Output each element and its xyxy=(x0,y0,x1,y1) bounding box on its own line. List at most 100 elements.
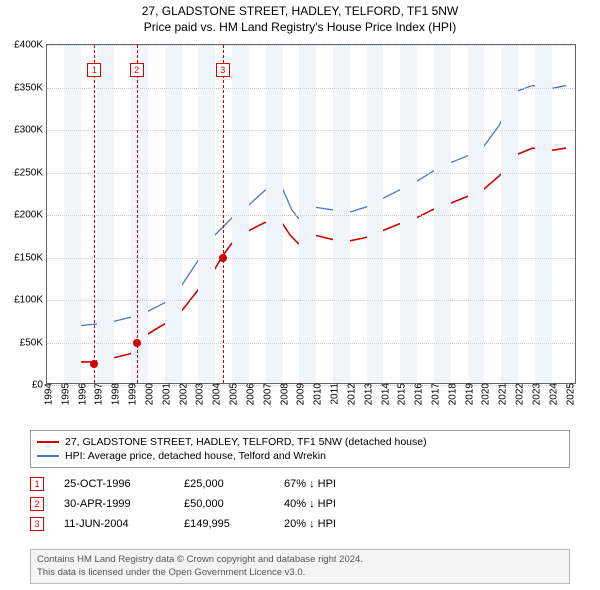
legend: 27, GLADSTONE STREET, HADLEY, TELFORD, T… xyxy=(30,430,570,468)
legend-row: HPI: Average price, detached house, Telf… xyxy=(37,449,563,463)
gridline xyxy=(47,215,575,216)
event-dot xyxy=(133,339,141,347)
x-axis-label: 2016 xyxy=(410,383,425,405)
x-axis-label: 2000 xyxy=(140,383,155,405)
x-axis-label: 2023 xyxy=(527,383,542,405)
event-delta: 40% ↓ HPI xyxy=(284,498,384,510)
event-vline xyxy=(137,45,138,383)
event-row-marker: 1 xyxy=(30,477,44,491)
event-marker-box: 2 xyxy=(130,63,144,77)
gridline xyxy=(47,88,575,89)
chart-title-block: 27, GLADSTONE STREET, HADLEY, TELFORD, T… xyxy=(0,0,600,35)
title-line-2: Price paid vs. HM Land Registry's House … xyxy=(0,20,600,36)
x-axis-label: 2024 xyxy=(544,383,559,405)
x-axis-label: 2019 xyxy=(460,383,475,405)
event-vline xyxy=(94,45,95,383)
x-axis-label: 1995 xyxy=(56,383,71,405)
y-axis-label: £300K xyxy=(14,125,47,136)
chart-band xyxy=(468,45,485,383)
x-axis-label: 2020 xyxy=(477,383,492,405)
x-axis-label: 2007 xyxy=(258,383,273,405)
chart-band xyxy=(97,45,114,383)
gridline xyxy=(47,45,575,46)
event-date: 11-JUN-2004 xyxy=(64,518,164,530)
title-line-1: 27, GLADSTONE STREET, HADLEY, TELFORD, T… xyxy=(0,4,600,20)
y-axis-label: £150K xyxy=(14,252,47,263)
x-axis-label: 2009 xyxy=(292,383,307,405)
x-axis-label: 2008 xyxy=(275,383,290,405)
x-axis-label: 1994 xyxy=(40,383,55,405)
x-axis-label: 1997 xyxy=(90,383,105,405)
event-price: £50,000 xyxy=(184,498,264,510)
event-date: 30-APR-1999 xyxy=(64,498,164,510)
y-axis-label: £400K xyxy=(14,40,47,51)
event-dot xyxy=(219,254,227,262)
event-row: 1 25-OCT-1996 £25,000 67% ↓ HPI xyxy=(30,474,570,494)
chart-band xyxy=(232,45,249,383)
chart-band xyxy=(367,45,384,383)
event-table: 1 25-OCT-1996 £25,000 67% ↓ HPI 2 30-APR-1999… xyxy=(30,474,570,534)
gridline xyxy=(47,258,575,259)
chart-band xyxy=(434,45,451,383)
legend-swatch xyxy=(37,441,59,443)
y-axis-label: £50K xyxy=(20,337,47,348)
y-axis-label: £250K xyxy=(14,167,47,178)
event-delta: 20% ↓ HPI xyxy=(284,518,384,530)
footer-line-1: Contains HM Land Registry data © Crown c… xyxy=(37,554,563,566)
footer-line-2: This data is licensed under the Open Gov… xyxy=(37,567,563,579)
event-row-marker: 2 xyxy=(30,497,44,511)
y-axis-label: £100K xyxy=(14,295,47,306)
legend-row: 27, GLADSTONE STREET, HADLEY, TELFORD, T… xyxy=(37,435,563,449)
footer-attribution: Contains HM Land Registry data © Crown c… xyxy=(30,549,570,584)
x-axis-label: 2014 xyxy=(376,383,391,405)
event-row-marker: 3 xyxy=(30,517,44,531)
chart-band xyxy=(198,45,215,383)
x-axis-label: 2018 xyxy=(443,383,458,405)
x-axis-label: 1996 xyxy=(73,383,88,405)
gridline xyxy=(47,130,575,131)
legend-swatch xyxy=(37,455,59,457)
event-date: 25-OCT-1996 xyxy=(64,478,164,490)
legend-label: HPI: Average price, detached house, Telf… xyxy=(65,450,326,462)
event-row: 2 30-APR-1999 £50,000 40% ↓ HPI xyxy=(30,494,570,514)
x-axis-label: 2005 xyxy=(225,383,240,405)
chart-band xyxy=(266,45,283,383)
gridline xyxy=(47,343,575,344)
x-axis-label: 1999 xyxy=(124,383,139,405)
event-price: £149,995 xyxy=(184,518,264,530)
event-marker-box: 3 xyxy=(216,63,230,77)
chart-band xyxy=(64,45,81,383)
x-axis-label: 2001 xyxy=(157,383,172,405)
x-axis-label: 2022 xyxy=(511,383,526,405)
x-axis-label: 2010 xyxy=(309,383,324,405)
event-dot xyxy=(90,360,98,368)
gridline xyxy=(47,173,575,174)
x-axis-label: 2011 xyxy=(326,383,341,405)
x-axis-label: 2015 xyxy=(393,383,408,405)
x-axis-label: 1998 xyxy=(107,383,122,405)
chart-band xyxy=(400,45,417,383)
event-price: £25,000 xyxy=(184,478,264,490)
event-row: 3 11-JUN-2004 £149,995 20% ↓ HPI xyxy=(30,514,570,534)
x-axis-label: 2004 xyxy=(208,383,223,405)
x-axis-label: 2013 xyxy=(359,383,374,405)
x-axis-label: 2017 xyxy=(426,383,441,405)
x-axis-label: 2002 xyxy=(174,383,189,405)
chart-plot-area: £0£50K£100K£150K£200K£250K£300K£350K£400… xyxy=(46,44,576,384)
chart-band xyxy=(333,45,350,383)
event-marker-box: 1 xyxy=(87,63,101,77)
x-axis-label: 2025 xyxy=(561,383,576,405)
chart-band xyxy=(501,45,518,383)
y-axis-label: £200K xyxy=(14,210,47,221)
y-axis-label: £350K xyxy=(14,82,47,93)
x-axis-label: 2021 xyxy=(494,383,509,405)
page: 27, GLADSTONE STREET, HADLEY, TELFORD, T… xyxy=(0,0,600,590)
chart-band xyxy=(131,45,148,383)
x-axis-label: 2006 xyxy=(241,383,256,405)
chart-band xyxy=(535,45,552,383)
legend-label: 27, GLADSTONE STREET, HADLEY, TELFORD, T… xyxy=(65,436,427,448)
x-axis-label: 2012 xyxy=(342,383,357,405)
event-delta: 67% ↓ HPI xyxy=(284,478,384,490)
chart-band xyxy=(165,45,182,383)
chart-band xyxy=(299,45,316,383)
